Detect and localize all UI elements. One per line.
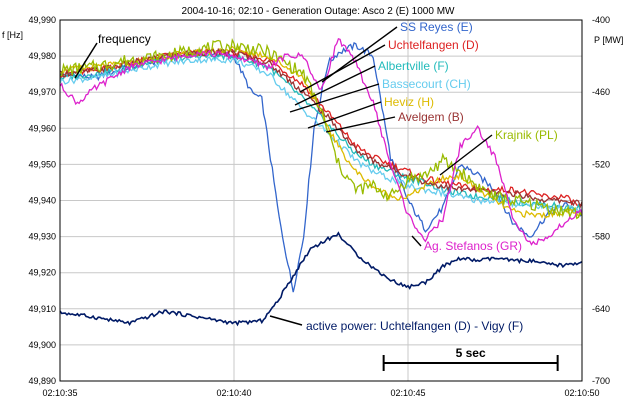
- x-tick: 02:10:50: [564, 388, 599, 398]
- series-labels: SS Reyes (E) Uchtelfangen (D) Albertville …: [378, 20, 558, 253]
- series-line: [59, 37, 583, 246]
- y-tick-right: -460: [592, 87, 610, 97]
- y-tick-left: 49,960: [28, 123, 56, 133]
- y-tick-right: -580: [592, 232, 610, 242]
- series-label: Albertville (F): [378, 59, 449, 73]
- y-tick-left: 49,990: [28, 15, 56, 25]
- y-tick-left: 49,970: [28, 87, 56, 97]
- y-tick-right: -520: [592, 159, 610, 169]
- chart-title: 2004-10-16; 02:10 - Generation Outage: A…: [182, 6, 455, 17]
- plot-frame: [59, 19, 583, 382]
- y-tick-left: 49,910: [28, 304, 56, 314]
- y-tick-left: 49,900: [28, 340, 56, 350]
- label-leaders: [289, 26, 493, 247]
- label-leader: [294, 65, 376, 106]
- scale-bar-label: 5 sec: [456, 346, 486, 360]
- y-axis-left-label: f [Hz]: [2, 30, 23, 40]
- x-tick: 02:10:35: [42, 388, 77, 398]
- y-tick-right: -700: [592, 376, 610, 386]
- frequency-leader: [74, 42, 98, 79]
- series-label: Avelgem (B): [398, 110, 464, 124]
- x-tick: 02:10:45: [390, 388, 425, 398]
- series-label: Ag. Stefanos (GR): [424, 239, 522, 253]
- frequency-label: frequency: [98, 32, 151, 46]
- power-label: active power: Uchtelfangen (D) - Vigy (F…: [306, 319, 523, 333]
- series-lines: [59, 37, 583, 327]
- series-line: [59, 231, 583, 327]
- label-leader: [411, 235, 422, 247]
- y-tick-left: 49,980: [28, 51, 56, 61]
- scale-bar: 5 sec: [382, 346, 559, 371]
- series-label: Krajnik (PL): [495, 128, 558, 142]
- label-leader: [439, 134, 493, 176]
- x-tick: 02:10:40: [216, 388, 251, 398]
- y-tick-left: 49,950: [28, 159, 56, 169]
- y-tick-left: 49,940: [28, 196, 56, 206]
- series-line: [59, 45, 583, 219]
- y-tick-left: 49,920: [28, 268, 56, 278]
- y-tick-right: -400: [592, 15, 610, 25]
- y-axis-right-label: P [MW]: [594, 35, 623, 45]
- y-tick-left: 49,890: [28, 376, 56, 386]
- label-leader: [289, 83, 380, 113]
- series-label: Bassecourt (CH): [382, 77, 471, 91]
- tick-labels: 49,990 49,980 49,970 49,960 49,950 49,940 49,9…: [28, 15, 610, 398]
- label-leader: [325, 116, 396, 133]
- label-leader: [307, 101, 382, 129]
- power-leader: [269, 315, 303, 326]
- y-tick-left: 49,930: [28, 232, 56, 242]
- series-label: Heviz (H): [384, 95, 434, 109]
- series-label: Uchtelfangen (D): [388, 38, 479, 52]
- series-label: SS Reyes (E): [400, 20, 473, 34]
- y-tick-right: -640: [592, 304, 610, 314]
- series-line: [60, 38, 583, 220]
- label-leader: [299, 44, 386, 93]
